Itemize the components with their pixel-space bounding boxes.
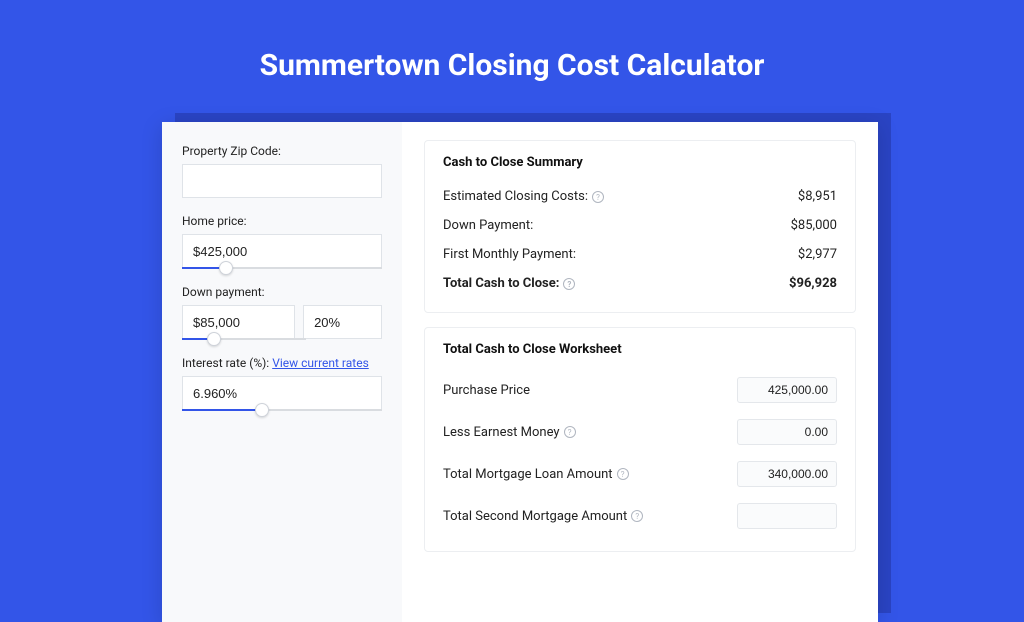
- summary-row-value: $8,951: [798, 189, 837, 204]
- worksheet-row-label: Purchase Price: [443, 383, 530, 398]
- home-price-label: Home price:: [182, 214, 382, 228]
- summary-row-label: First Monthly Payment:: [443, 247, 576, 262]
- worksheet-row: Purchase Price: [443, 369, 837, 411]
- interest-slider[interactable]: [182, 409, 382, 411]
- worksheet-row: Total Second Mortgage Amount?: [443, 495, 837, 537]
- help-icon[interactable]: ?: [592, 191, 604, 203]
- summary-title: Cash to Close Summary: [443, 155, 837, 170]
- worksheet-row-input[interactable]: [737, 503, 837, 529]
- zip-input[interactable]: [182, 164, 382, 198]
- worksheet-row-label: Total Mortgage Loan Amount?: [443, 467, 629, 482]
- home-price-input[interactable]: [182, 234, 382, 268]
- worksheet-row-label: Less Earnest Money?: [443, 425, 576, 440]
- interest-input[interactable]: [182, 376, 382, 410]
- summary-row-label: Total Cash to Close:?: [443, 276, 575, 291]
- calculator-card: Property Zip Code: Home price: Down paym…: [162, 122, 878, 622]
- zip-label: Property Zip Code:: [182, 144, 382, 158]
- slider-thumb[interactable]: [255, 403, 269, 417]
- summary-row: Estimated Closing Costs:? $8,951: [443, 182, 837, 211]
- help-icon[interactable]: ?: [564, 426, 576, 438]
- help-icon[interactable]: ?: [617, 468, 629, 480]
- worksheet-row-label: Total Second Mortgage Amount?: [443, 509, 643, 524]
- down-payment-label: Down payment:: [182, 285, 382, 299]
- interest-label: Interest rate (%): View current rates: [182, 356, 382, 370]
- home-price-slider[interactable]: [182, 267, 382, 269]
- worksheet-row-input[interactable]: [737, 461, 837, 487]
- summary-row-label: Down Payment:: [443, 218, 533, 233]
- view-rates-link[interactable]: View current rates: [272, 356, 369, 370]
- interest-label-text: Interest rate (%):: [182, 356, 272, 370]
- worksheet-row: Less Earnest Money?: [443, 411, 837, 453]
- summary-row: Down Payment: $85,000: [443, 211, 837, 240]
- results-panel: Cash to Close Summary Estimated Closing …: [402, 122, 878, 622]
- worksheet-card: Total Cash to Close Worksheet Purchase P…: [424, 327, 856, 552]
- summary-card: Cash to Close Summary Estimated Closing …: [424, 140, 856, 313]
- down-payment-pct-input[interactable]: [303, 305, 382, 339]
- worksheet-row-input[interactable]: [737, 419, 837, 445]
- worksheet-row: Total Mortgage Loan Amount?: [443, 453, 837, 495]
- summary-row: First Monthly Payment: $2,977: [443, 240, 837, 269]
- worksheet-title: Total Cash to Close Worksheet: [443, 342, 837, 357]
- summary-row-value: $96,928: [789, 276, 837, 291]
- summary-row-value: $85,000: [791, 218, 837, 233]
- help-icon[interactable]: ?: [563, 278, 575, 290]
- slider-thumb[interactable]: [207, 332, 221, 346]
- summary-row: Total Cash to Close:? $96,928: [443, 269, 837, 298]
- down-payment-input[interactable]: [182, 305, 295, 339]
- inputs-panel: Property Zip Code: Home price: Down paym…: [162, 122, 402, 622]
- summary-row-label: Estimated Closing Costs:?: [443, 189, 604, 204]
- slider-thumb[interactable]: [219, 261, 233, 275]
- summary-row-value: $2,977: [798, 247, 837, 262]
- down-payment-slider[interactable]: [182, 338, 306, 340]
- worksheet-row-input[interactable]: [737, 377, 837, 403]
- page-title: Summertown Closing Cost Calculator: [0, 0, 1024, 83]
